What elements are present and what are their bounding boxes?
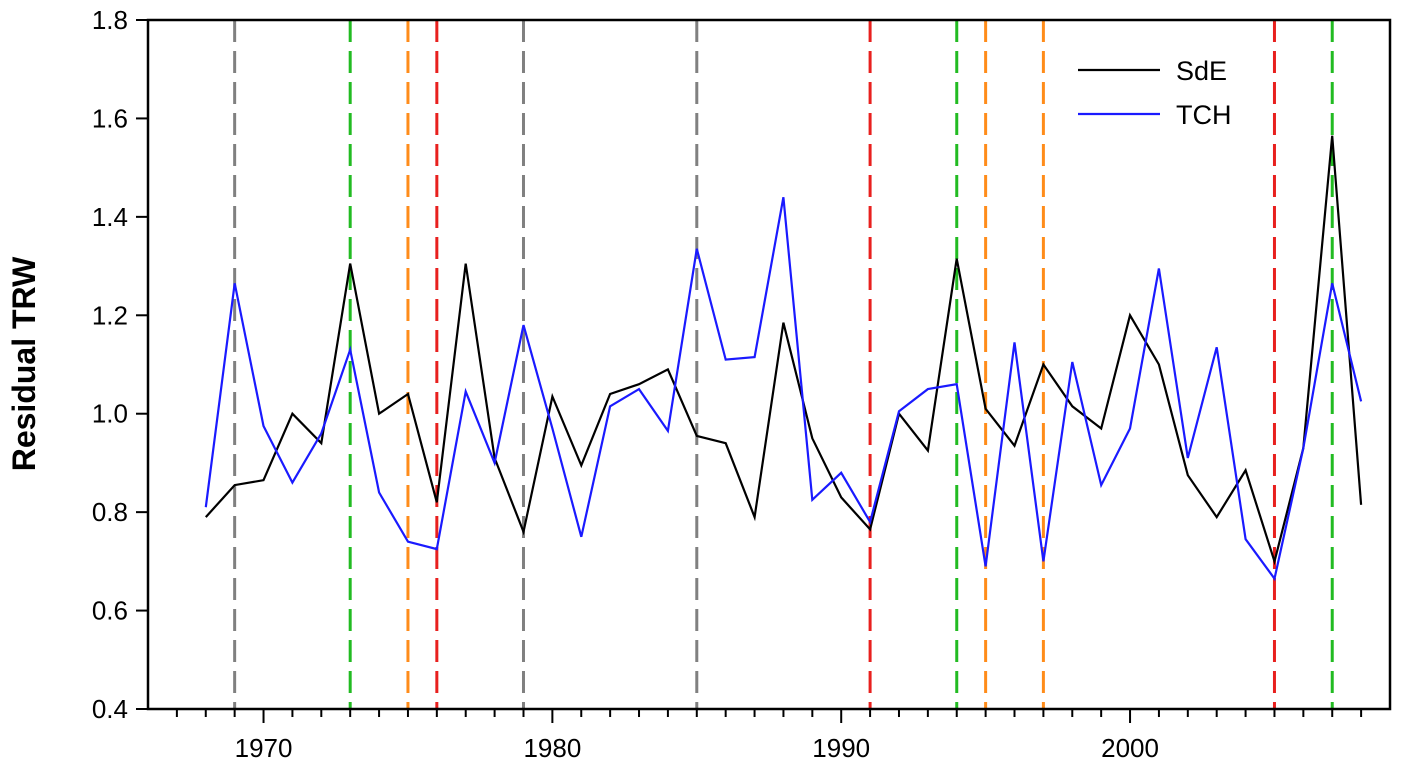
y-tick-label: 1.0 (92, 399, 128, 429)
legend-label-tch: TCH (1176, 100, 1232, 130)
series-lines (204, 135, 1363, 582)
y-tick-label: 1.2 (92, 300, 128, 330)
plot-frame (146, 18, 1392, 711)
event-lines (233, 20, 1334, 709)
y-tick-label: 1.6 (92, 103, 128, 133)
legend-label-sde: SdE (1176, 56, 1227, 86)
x-tick-label: 1970 (235, 733, 293, 763)
tick-labels: 1970 1980 1990 2000 0.4 0.6 0.8 1.0 1.2 1.4 1.6 1.8 (92, 5, 1159, 763)
legend: SdE TCH (1078, 56, 1232, 130)
series-line-sde (204, 135, 1363, 566)
axes (136, 18, 1392, 723)
y-tick-label: 0.8 (92, 497, 128, 527)
x-tick-label: 1980 (523, 733, 581, 763)
y-tick-label: 0.6 (92, 596, 128, 626)
y-tick-label: 1.4 (92, 202, 128, 232)
y-tick-label: 0.4 (92, 694, 128, 724)
x-tick-label: 2000 (1101, 733, 1159, 763)
x-tick-label: 1990 (812, 733, 870, 763)
y-axis-label: Residual TRW (6, 256, 42, 471)
series-line-tch (204, 197, 1363, 582)
y-tick-label: 1.8 (92, 5, 128, 35)
